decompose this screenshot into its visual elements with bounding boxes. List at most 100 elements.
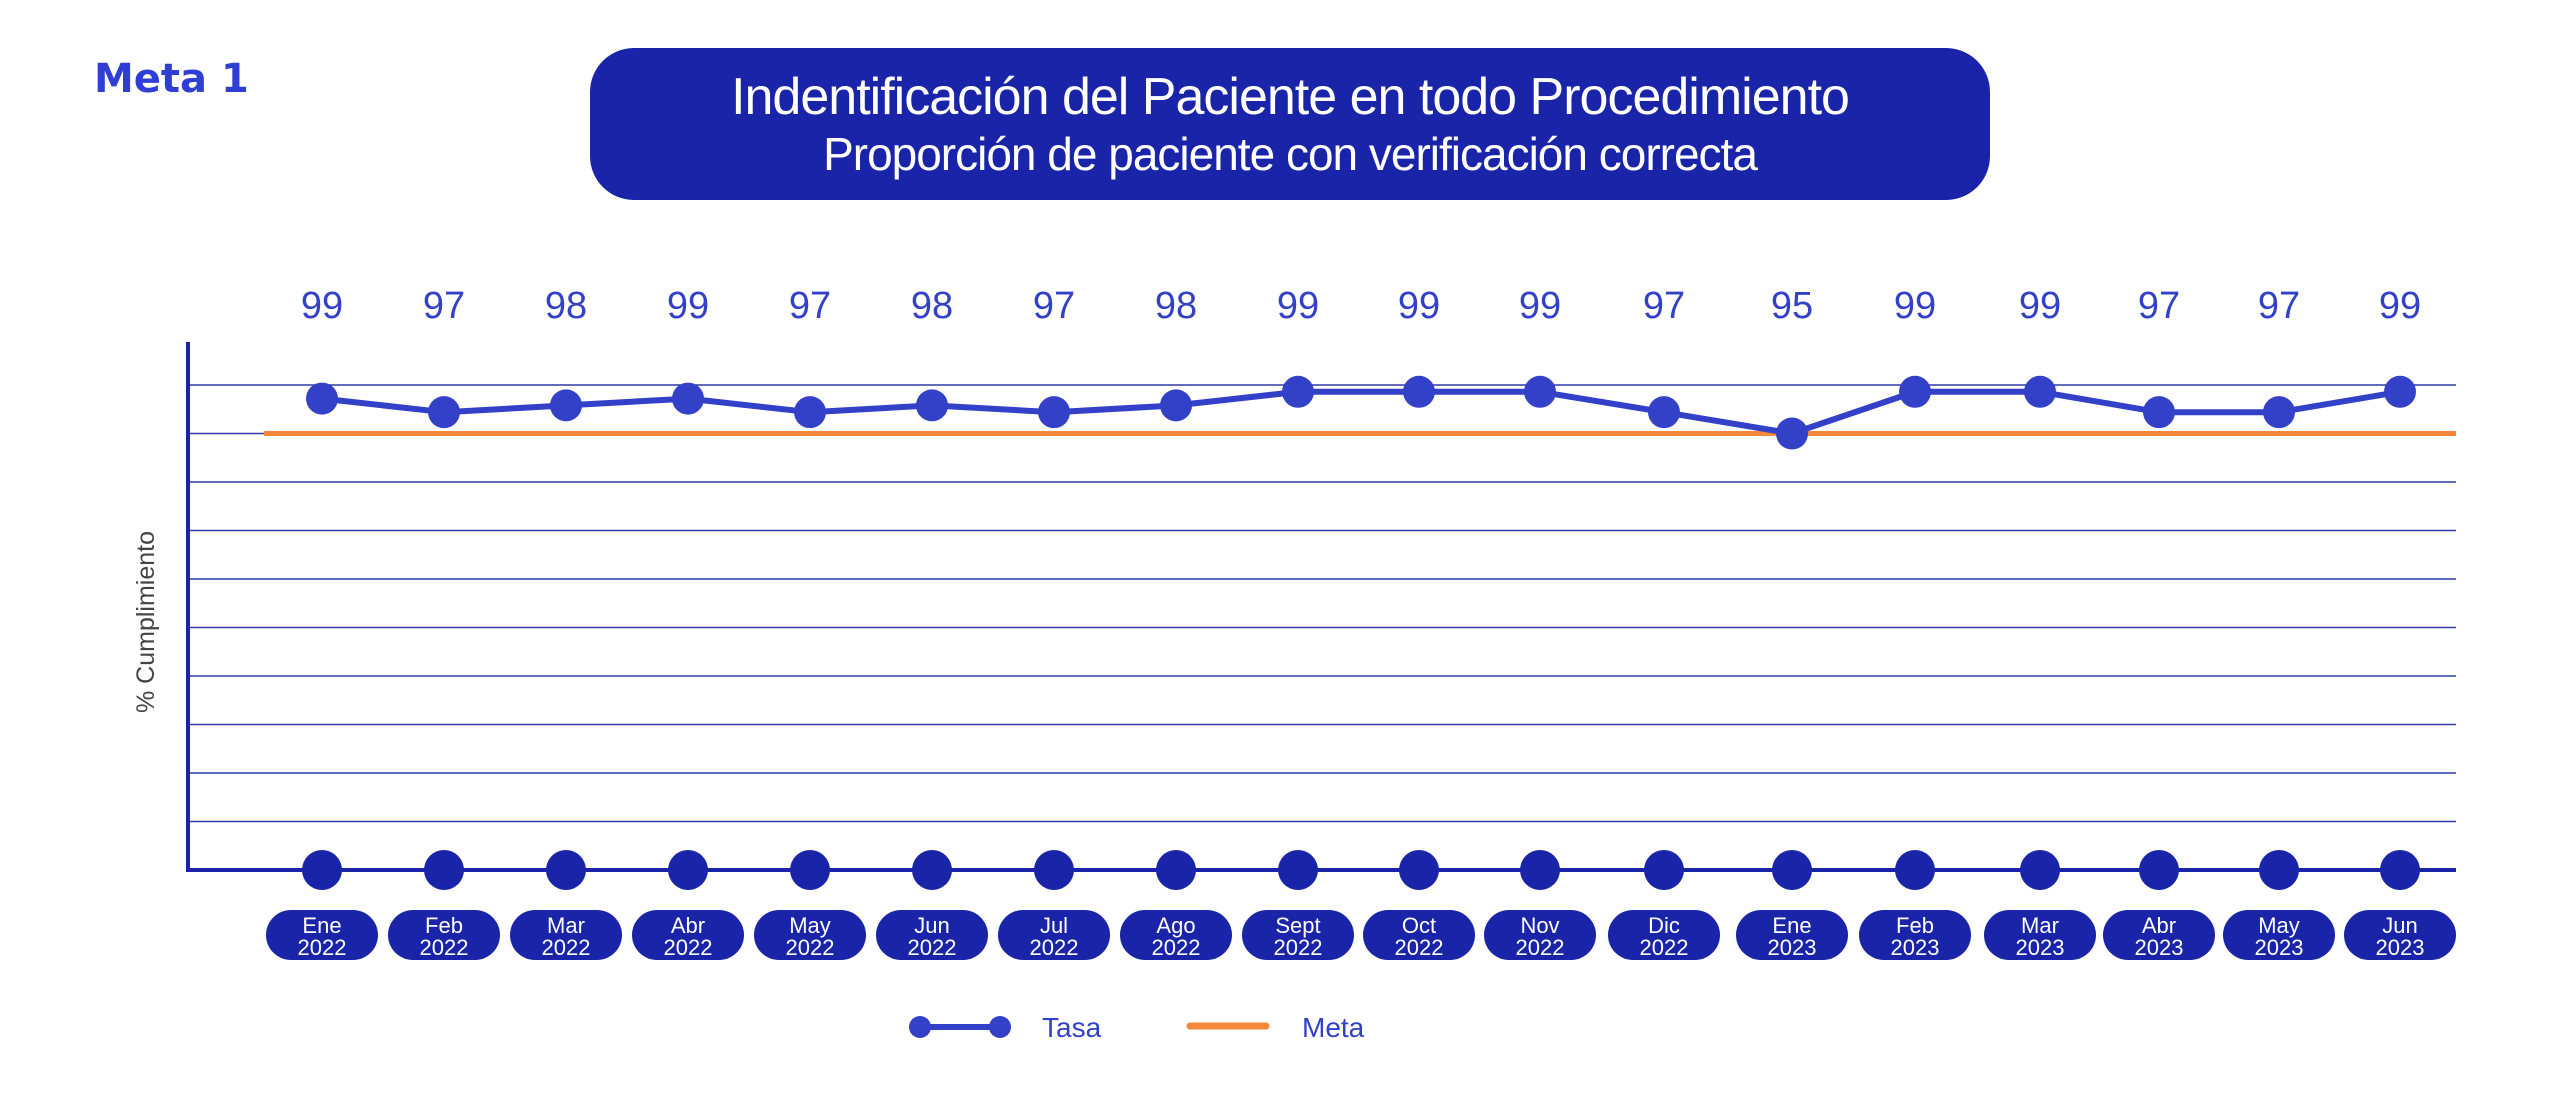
data-point bbox=[2024, 375, 2056, 408]
data-point bbox=[1160, 389, 1192, 422]
data-point bbox=[2384, 375, 2416, 408]
axis-marker bbox=[424, 850, 464, 890]
tick-label-year: 2023 bbox=[2255, 935, 2304, 960]
tick-label-month: Mar bbox=[547, 913, 585, 938]
tick-label-year: 2023 bbox=[1891, 935, 1940, 960]
title-banner: Indentificación del Paciente en todo Pro… bbox=[590, 48, 1990, 200]
tick-label-year: 2023 bbox=[2016, 935, 2065, 960]
month-pill bbox=[1984, 910, 2096, 960]
series-line-tasa bbox=[321, 388, 2401, 437]
month-pill bbox=[266, 910, 378, 960]
month-pill bbox=[1363, 910, 1475, 960]
data-label: 97 bbox=[2258, 285, 2300, 327]
tick-label-month: Oct bbox=[1402, 913, 1436, 938]
tick-label-month: Ene bbox=[1772, 913, 1811, 938]
month-pill bbox=[510, 910, 622, 960]
data-label: 98 bbox=[545, 285, 587, 327]
data-label: 98 bbox=[911, 285, 953, 327]
tick-label-year: 2022 bbox=[1274, 935, 1323, 960]
tick-label-month: May bbox=[2258, 913, 2300, 938]
legend-swatch-tasa-dot bbox=[909, 1016, 931, 1038]
data-point bbox=[1899, 375, 1931, 408]
tick-label-month: Nov bbox=[1520, 913, 1559, 938]
data-label: 99 bbox=[1277, 285, 1319, 327]
month-pill bbox=[2103, 910, 2215, 960]
tick-label-year: 2023 bbox=[2135, 935, 2184, 960]
data-label: 99 bbox=[301, 285, 343, 327]
tick-label-year: 2023 bbox=[2376, 935, 2425, 960]
month-pill bbox=[2344, 910, 2456, 960]
month-pill bbox=[1120, 910, 1232, 960]
tick-label-year: 2022 bbox=[1030, 935, 1079, 960]
legend-label-tasa: Tasa bbox=[1042, 1012, 1102, 1043]
axis-marker bbox=[2259, 850, 2299, 890]
data-point bbox=[916, 389, 948, 422]
data-point bbox=[306, 382, 338, 415]
month-pill bbox=[1242, 910, 1354, 960]
data-label: 99 bbox=[2019, 285, 2061, 327]
data-label: 95 bbox=[1771, 285, 1813, 327]
legend-swatch-tasa-dot bbox=[989, 1016, 1011, 1038]
tick-label-year: 2022 bbox=[786, 935, 835, 960]
axis-marker bbox=[790, 850, 830, 890]
data-point bbox=[1776, 417, 1808, 450]
axis-marker bbox=[1644, 850, 1684, 890]
axis-marker bbox=[2020, 850, 2060, 890]
axis-marker bbox=[1278, 850, 1318, 890]
chart-title: Indentificación del Paciente en todo Pro… bbox=[731, 68, 1850, 126]
tick-label-month: Dic bbox=[1648, 913, 1680, 938]
data-point bbox=[428, 396, 460, 429]
axis-marker bbox=[1772, 850, 1812, 890]
month-pill bbox=[754, 910, 866, 960]
data-label: 97 bbox=[423, 285, 465, 327]
axis-marker bbox=[2380, 850, 2420, 890]
data-point bbox=[794, 396, 826, 429]
tick-label-year: 2022 bbox=[664, 935, 713, 960]
month-pill bbox=[2223, 910, 2335, 960]
tick-label-year: 2022 bbox=[298, 935, 347, 960]
tick-label-year: 2022 bbox=[1395, 935, 1444, 960]
tick-label-month: Sept bbox=[1275, 913, 1320, 938]
axis-marker bbox=[302, 850, 342, 890]
tick-label-year: 2022 bbox=[1516, 935, 1565, 960]
data-label: 99 bbox=[2379, 285, 2421, 327]
month-pill bbox=[1608, 910, 1720, 960]
data-label: 99 bbox=[1398, 285, 1440, 327]
data-point bbox=[1403, 375, 1435, 408]
month-pill bbox=[998, 910, 1110, 960]
month-pill bbox=[632, 910, 744, 960]
data-label: 98 bbox=[1155, 285, 1197, 327]
tick-label-month: Ago bbox=[1156, 913, 1195, 938]
tick-label-month: Jun bbox=[914, 913, 949, 938]
tick-label-month: May bbox=[789, 913, 831, 938]
axis-marker bbox=[912, 850, 952, 890]
month-pill bbox=[876, 910, 988, 960]
month-pill bbox=[1859, 910, 1971, 960]
axis-marker bbox=[1895, 850, 1935, 890]
month-pill bbox=[1484, 910, 1596, 960]
chart-subtitle: Proporción de paciente con verificación … bbox=[823, 128, 1758, 180]
axis-marker bbox=[668, 850, 708, 890]
data-label: 97 bbox=[1033, 285, 1075, 327]
tick-label-month: Ene bbox=[302, 913, 341, 938]
tick-label-month: Jul bbox=[1040, 913, 1068, 938]
tick-label-year: 2022 bbox=[908, 935, 957, 960]
tick-label-year: 2022 bbox=[1152, 935, 1201, 960]
tick-label-month: Abr bbox=[671, 913, 705, 938]
tick-label-month: Feb bbox=[425, 913, 463, 938]
tick-label-year: 2022 bbox=[542, 935, 591, 960]
data-point bbox=[1282, 375, 1314, 408]
axis-marker bbox=[1156, 850, 1196, 890]
data-point bbox=[1524, 375, 1556, 408]
tick-label-year: 2023 bbox=[1768, 935, 1817, 960]
axis-marker bbox=[2139, 850, 2179, 890]
meta-label: Meta 1 bbox=[94, 56, 249, 102]
axis-marker bbox=[546, 850, 586, 890]
data-label: 97 bbox=[2138, 285, 2180, 327]
axis-marker bbox=[1520, 850, 1560, 890]
data-point bbox=[1648, 396, 1680, 429]
month-pill bbox=[1736, 910, 1848, 960]
data-label: 99 bbox=[667, 285, 709, 327]
tick-label-month: Jun bbox=[2382, 913, 2417, 938]
